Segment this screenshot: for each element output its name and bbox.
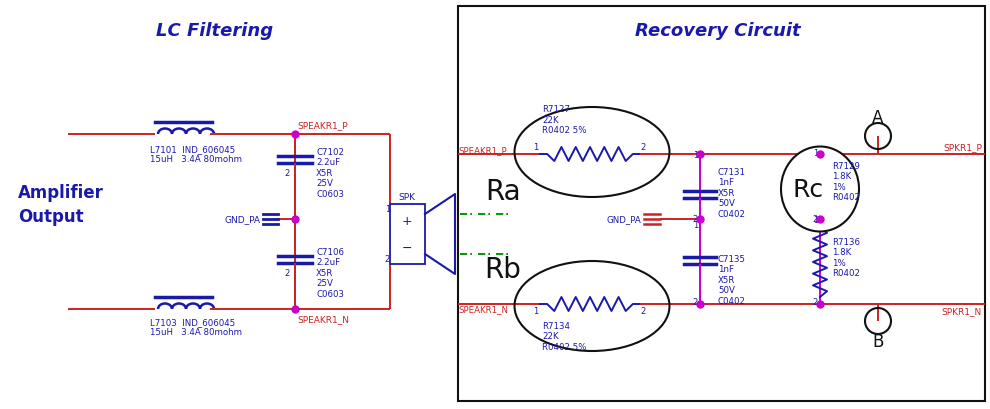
Text: 1: 1 [813,148,818,157]
Ellipse shape [781,147,859,232]
Text: 2: 2 [693,214,698,223]
Text: Rb: Rb [484,255,522,283]
Text: B: B [872,332,884,350]
Text: 1: 1 [693,220,698,229]
Text: SPKR1_N: SPKR1_N [941,306,982,315]
Text: 2: 2 [813,214,818,223]
Text: 1: 1 [533,306,538,315]
Text: C7102
2.2uF
X5R
25V
C0603: C7102 2.2uF X5R 25V C0603 [316,148,344,198]
Text: R7129
1.8K
1%
R0402: R7129 1.8K 1% R0402 [832,162,860,202]
Text: SPEAKR1_P: SPEAKR1_P [458,146,507,155]
Text: 2: 2 [285,169,290,178]
Text: SPEAKR1_P: SPEAKR1_P [297,121,347,130]
Text: SPK: SPK [399,193,416,202]
Text: Rc: Rc [792,178,824,202]
Text: R7136
1.8K
1%
R0402: R7136 1.8K 1% R0402 [832,237,860,278]
Text: SPEAKR1_N: SPEAKR1_N [297,314,349,323]
Text: SPKR1_P: SPKR1_P [943,143,982,152]
Text: C7131
1nF
X5R
50V
C0402: C7131 1nF X5R 50V C0402 [718,168,746,218]
Text: A: A [872,109,884,127]
Text: 1: 1 [813,216,818,225]
Text: 2: 2 [285,268,290,277]
Text: R7127
22K
R0402 5%: R7127 22K R0402 5% [542,105,586,135]
Text: +: + [402,215,412,228]
Text: 1: 1 [693,151,698,160]
Text: 2: 2 [640,143,645,152]
Bar [390,204,425,264]
Text: L7103  IND_606045
15uH   3.4A 80mohm: L7103 IND_606045 15uH 3.4A 80mohm [150,317,242,337]
Text: 1: 1 [533,143,538,152]
Text: GND_PA: GND_PA [224,215,260,224]
Text: L7101  IND_606045
15uH   3.4A 80mohm: L7101 IND_606045 15uH 3.4A 80mohm [150,145,242,164]
Text: 2: 2 [693,297,698,306]
Text: GND_PA: GND_PA [606,215,641,224]
Text: 2: 2 [385,255,390,264]
Text: C7106
2.2uF
X5R
25V
C0603: C7106 2.2uF X5R 25V C0603 [316,247,344,298]
Text: −: − [402,241,412,254]
Text: Amplifier
Output: Amplifier Output [18,184,104,225]
Text: R7134
22K
R0402 5%: R7134 22K R0402 5% [542,321,586,351]
Text: LC Filtering: LC Filtering [156,22,273,40]
FancyBboxPatch shape [458,7,985,401]
Text: C7135
1nF
X5R
50V
C0402: C7135 1nF X5R 50V C0402 [718,254,746,305]
Text: 2: 2 [640,306,645,315]
Text: Recovery Circuit: Recovery Circuit [636,22,801,40]
Text: 2: 2 [813,297,818,306]
Text: 1: 1 [385,205,390,214]
Text: SPEAKR1_N: SPEAKR1_N [458,304,508,313]
Text: Ra: Ra [485,178,521,205]
